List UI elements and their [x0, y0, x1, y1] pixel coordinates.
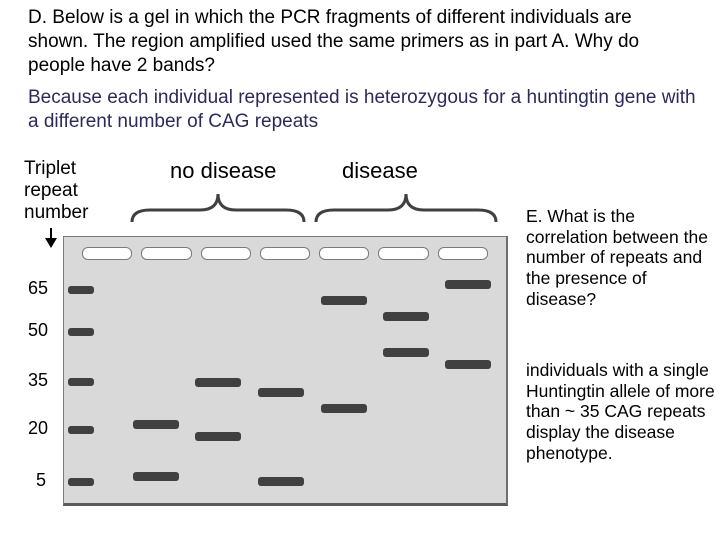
- gel-band: [321, 404, 367, 413]
- brace-disease: [312, 186, 500, 226]
- gel-well: [201, 247, 251, 260]
- answer-d: Because each individual represented is h…: [28, 86, 698, 134]
- group-label-no-disease: no disease: [170, 158, 276, 184]
- gel-well: [260, 247, 310, 260]
- down-arrow-icon: [40, 228, 62, 250]
- gel-well: [438, 247, 488, 260]
- ladder-label: 50: [28, 320, 48, 341]
- gel-band: [258, 388, 304, 397]
- ladder-tick: [68, 286, 94, 294]
- gel-band: [133, 472, 179, 481]
- gel-band: [133, 420, 179, 429]
- gel-band: [321, 296, 367, 305]
- ladder-tick: [68, 328, 94, 336]
- well-row: [82, 247, 488, 263]
- ladder-tick: [68, 478, 94, 486]
- brace-no-disease: [128, 186, 308, 226]
- gel-well: [141, 247, 191, 260]
- ladder-label: 5: [36, 470, 46, 491]
- ladder-label: 65: [28, 278, 48, 299]
- gel-band: [258, 477, 304, 486]
- gel-band: [195, 432, 241, 441]
- gel-band: [383, 348, 429, 357]
- gel-band: [445, 280, 491, 289]
- answer-e: individuals with a single Huntingtin all…: [526, 360, 716, 463]
- ladder-label: 20: [28, 418, 48, 439]
- gel-band: [445, 360, 491, 369]
- gel-band: [383, 312, 429, 321]
- gel-panel: [63, 236, 508, 506]
- gel-well: [319, 247, 369, 260]
- ladder-tick: [68, 378, 94, 386]
- gel-well: [378, 247, 428, 260]
- gel-band: [195, 378, 241, 387]
- question-e: E. What is the correlation between the n…: [526, 206, 710, 309]
- question-d: D. Below is a gel in which the PCR fragm…: [28, 6, 688, 77]
- ladder-tick: [68, 426, 94, 434]
- ladder-label: 35: [28, 370, 48, 391]
- gel-well: [82, 247, 132, 260]
- triplet-repeat-label: Triplet repeat number: [24, 158, 114, 224]
- group-label-disease: disease: [342, 158, 418, 184]
